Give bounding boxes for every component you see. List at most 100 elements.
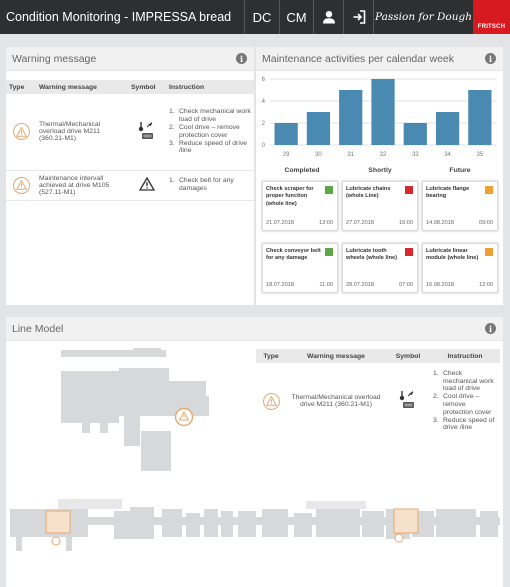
bar-week-35[interactable] xyxy=(468,90,492,145)
maintenance-card-title: Check conveyor belt for any damage xyxy=(266,248,321,262)
maintenance-card-time: 13:00 xyxy=(319,220,333,226)
column-header-future: Future xyxy=(449,167,471,174)
x-tick-label: 30 xyxy=(315,152,322,158)
instruction-item: 3. Reduce speed of drive /line xyxy=(433,416,495,432)
bar-week-32[interactable] xyxy=(371,79,395,145)
maintenance-card-time: 09:00 xyxy=(479,220,493,226)
column-header-instruction: Instruction xyxy=(166,80,254,94)
line-model-panel-header: Line Model i xyxy=(6,317,503,341)
instruction-item: 1. Check mechanical work load of drive xyxy=(169,108,251,124)
column-header-type: Type xyxy=(256,349,286,363)
maintenance-card[interactable]: Lubricate flange bearing 14.08.2018 09:00 xyxy=(422,181,498,231)
instruction-item: 1. Check mechanical work load of drive xyxy=(433,369,494,393)
cm-button[interactable]: CM xyxy=(279,0,313,34)
warning-type-icon xyxy=(262,392,280,410)
maintenance-card-time: 16:00 xyxy=(399,220,413,226)
line-model-panel-title: Line Model xyxy=(12,322,64,335)
x-tick-label: 31 xyxy=(347,152,354,158)
x-tick-label: 35 xyxy=(477,152,484,158)
app-title: Condition Monitoring - IMPRESSA bread xyxy=(6,10,232,24)
info-icon[interactable]: i xyxy=(485,53,496,64)
line-warning-table: Type Warning message Symbol Instruction … xyxy=(256,349,500,439)
status-indicator xyxy=(325,186,333,194)
instruction-list: 1. Check mechanical work load of drive 2.… xyxy=(433,370,497,433)
info-icon[interactable]: i xyxy=(485,323,496,334)
maintenance-card-date: 27.07.2018 xyxy=(346,220,374,226)
maintenance-card[interactable]: Lubricate tooth wheels (whole line) 28.07… xyxy=(342,243,418,293)
instruction-item: 1. Check belt for any damages xyxy=(169,177,234,192)
status-indicator xyxy=(485,186,493,194)
user-button[interactable] xyxy=(313,0,343,34)
maintenance-card-title: Lubricate linear module (whole line) xyxy=(426,248,479,262)
maintenance-card-time: 11:00 xyxy=(319,282,333,288)
x-tick-label: 29 xyxy=(283,152,290,158)
logout-icon xyxy=(353,10,365,24)
maintenance-card[interactable]: Lubricate chains (whole Line) 27.07.2018 1… xyxy=(342,181,418,231)
warning-panel: Warning message i Type Warning message S… xyxy=(6,47,254,305)
warning-type-icon xyxy=(12,176,30,194)
table-row[interactable]: Thermal/Mechanical overload drive M211 (… xyxy=(6,94,254,171)
maintenance-card-title: Lubricate tooth wheels (whole line) xyxy=(346,248,397,262)
column-header-completed: Completed xyxy=(284,167,320,174)
info-icon[interactable]: i xyxy=(236,53,247,64)
top-bar: Condition Monitoring - IMPRESSA bread DC… xyxy=(0,0,510,34)
bar-week-31[interactable] xyxy=(339,90,363,145)
bar-week-29[interactable] xyxy=(274,123,298,145)
column-header-instruction: Instruction xyxy=(430,349,500,363)
bar-week-34[interactable] xyxy=(435,112,460,145)
status-indicator xyxy=(485,248,493,256)
maintenance-card-date: 14.08.2018 xyxy=(426,220,454,226)
maintenance-card-title: Check scraper for proper function (whole… xyxy=(266,186,314,207)
dc-button[interactable]: DC xyxy=(244,0,279,34)
warning-panel-title: Warning message xyxy=(12,52,97,65)
slogan-logo: Passion for Dough xyxy=(373,0,473,34)
warning-table: Type Warning message Symbol Instruction … xyxy=(6,80,254,201)
maintenance-card[interactable]: Lubricate linear module (whole line) 16.0… xyxy=(422,243,498,293)
instruction-item: 2. Cool drive – remove protection cover xyxy=(433,393,492,416)
column-header-warning-message: Warning message xyxy=(286,349,386,363)
maintenance-panel-header: Maintenance activities per calendar week… xyxy=(256,47,503,71)
motor-overload-icon xyxy=(138,121,153,139)
maintenance-card-time: 12:00 xyxy=(479,282,493,288)
bar-week-30[interactable] xyxy=(306,112,331,145)
column-header-symbol: Symbol xyxy=(386,349,430,363)
warning-message-text: Thermal/Mechanical overload drive M211 (… xyxy=(291,394,381,408)
status-indicator xyxy=(325,248,333,256)
status-indicator xyxy=(405,186,413,194)
instruction-item: 2. Cool drive – remove protection cover xyxy=(169,123,240,139)
maintenance-card[interactable]: Check conveyor belt for any damage 18.07.… xyxy=(262,243,338,293)
logout-button[interactable] xyxy=(343,0,373,34)
x-tick-label: 34 xyxy=(444,152,451,158)
maintenance-card-date: 28.07.2018 xyxy=(346,282,374,288)
maintenance-card-date: 18.07.2018 xyxy=(266,282,294,288)
x-tick-label: 33 xyxy=(412,152,419,158)
instruction-list: 1. Check belt for any damages xyxy=(169,177,251,193)
column-header-warning-message: Warning message xyxy=(36,80,128,94)
bar-week-33[interactable] xyxy=(403,123,427,145)
column-header-shortly: Shortly xyxy=(368,167,392,174)
table-row[interactable]: Maintenance intervall achieved at drive … xyxy=(6,170,254,201)
column-header-symbol: Symbol xyxy=(128,80,166,94)
y-tick-label: 6 xyxy=(262,77,266,83)
instruction-list: 1. Check mechanical work load of drive 2.… xyxy=(169,108,251,155)
maintenance-card-title: Lubricate flange bearing xyxy=(426,186,470,200)
y-tick-label: 4 xyxy=(262,99,266,105)
maintenance-card[interactable]: Check scraper for proper function (whole… xyxy=(262,181,338,231)
status-indicator xyxy=(405,248,413,256)
warning-triangle-icon xyxy=(138,176,156,191)
maintenance-card-title: Lubricate chains (whole Line) xyxy=(346,186,391,200)
maintenance-panel-title: Maintenance activities per calendar week xyxy=(262,52,455,65)
user-icon xyxy=(322,11,335,24)
instruction-item: 3. Reduce speed of drive /line xyxy=(169,139,248,155)
warning-message-text: Maintenance intervall achieved at drive … xyxy=(36,170,128,201)
maintenance-card-date: 16.08.2018 xyxy=(426,282,454,288)
maintenance-panel: Maintenance activities per calendar week… xyxy=(256,47,503,305)
y-tick-label: 2 xyxy=(262,121,266,127)
brand-logo: FRITSCH xyxy=(473,0,510,34)
warning-panel-header: Warning message i xyxy=(6,47,254,71)
table-row[interactable]: Thermal/Mechanical overload drive M211 (… xyxy=(256,363,500,439)
machine-schematic[interactable] xyxy=(6,341,503,581)
y-tick-label: 0 xyxy=(262,143,266,149)
warning-message-text: Thermal/Mechanical overload drive M211 (… xyxy=(36,94,128,171)
x-tick-label: 32 xyxy=(380,152,387,158)
